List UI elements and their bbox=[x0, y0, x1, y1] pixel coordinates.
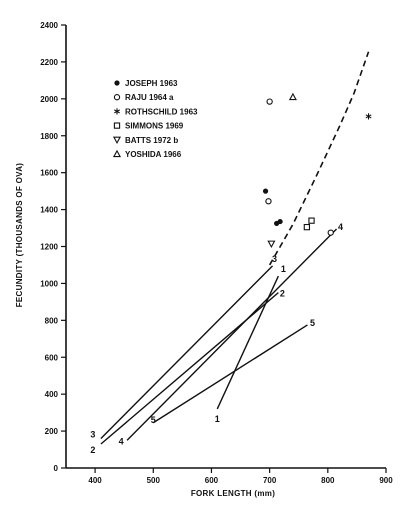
legend-entry-2: ROTHSCHILD 1963 bbox=[125, 107, 198, 116]
y-tick-label: 200 bbox=[45, 427, 59, 436]
line-label-2-start: 2 bbox=[90, 445, 95, 455]
point-2-0 bbox=[365, 113, 372, 120]
y-tick-label: 800 bbox=[45, 316, 59, 325]
point-3-1 bbox=[303, 223, 311, 231]
dashed-curve bbox=[268, 51, 370, 266]
line-label-5-start: 5 bbox=[151, 415, 156, 425]
y-tick-label: 2400 bbox=[40, 21, 58, 30]
legend-entry-0: JOSEPH 1963 bbox=[125, 79, 178, 88]
point-5-0-shape bbox=[288, 92, 297, 101]
regression-line-4 bbox=[126, 228, 338, 441]
legend: JOSEPH 1963 RAJU 1964 a ROTHSCHILD 1963 SIM… bbox=[112, 79, 198, 159]
y-tick-label: 1400 bbox=[40, 206, 58, 215]
legend-marker-1 bbox=[113, 94, 121, 101]
legend-marker-2-stroke bbox=[114, 109, 120, 114]
point-3-0 bbox=[308, 217, 315, 224]
legend-marker-3 bbox=[113, 122, 121, 129]
y-tick-label: 400 bbox=[45, 390, 59, 399]
legend-marker-5-shape bbox=[112, 149, 122, 158]
line-label-4-end: 4 bbox=[338, 222, 343, 232]
regression-line-5 bbox=[152, 324, 308, 424]
regression-line-3 bbox=[100, 265, 274, 439]
y-tick-label: 1800 bbox=[40, 132, 58, 141]
legend-marker-0 bbox=[114, 80, 120, 86]
point-1-0 bbox=[266, 98, 273, 105]
point-3-1-shape bbox=[303, 223, 311, 231]
y-tick-label: 1200 bbox=[40, 243, 58, 252]
line-label-5-end: 5 bbox=[310, 318, 315, 328]
y-tick-label: 1000 bbox=[40, 279, 58, 288]
point-0-0 bbox=[262, 188, 269, 194]
data-marks: 1 1 2 2 3 3 4 4 5 5 bbox=[90, 51, 372, 455]
x-tick-label: 800 bbox=[321, 476, 335, 485]
y-tick-label: 0 bbox=[54, 464, 59, 473]
legend-entry-4: BATTS 1972 b bbox=[125, 136, 178, 145]
legend-marker-4-shape bbox=[112, 136, 122, 145]
legend-marker-0-shape bbox=[114, 80, 120, 86]
axis-ticks: 0200400600800100012001400160018002000220… bbox=[40, 21, 393, 485]
y-tick-label: 2200 bbox=[40, 58, 58, 67]
point-0-2-shape bbox=[274, 220, 280, 227]
point-4-0 bbox=[267, 240, 276, 248]
legend-entry-3: SIMMONS 1969 bbox=[125, 122, 184, 131]
x-tick-label: 500 bbox=[147, 476, 161, 485]
y-tick-label: 1600 bbox=[40, 169, 58, 178]
point-1-1 bbox=[265, 198, 272, 205]
x-axis-label: FORK LENGTH (mm) bbox=[191, 489, 275, 498]
x-tick-label: 700 bbox=[263, 476, 277, 485]
x-tick-label: 600 bbox=[205, 476, 219, 485]
line-label-3-start: 3 bbox=[90, 429, 95, 439]
y-tick-label: 2000 bbox=[40, 95, 58, 104]
legend-marker-4 bbox=[112, 136, 122, 145]
legend-marker-5 bbox=[112, 149, 122, 158]
point-1-2-shape bbox=[327, 229, 334, 236]
point-4-0-shape bbox=[267, 240, 276, 248]
point-0-0-shape bbox=[262, 188, 269, 194]
point-3-0-shape bbox=[308, 217, 315, 224]
line-label-1-start: 1 bbox=[215, 414, 220, 424]
line-label-3-end: 3 bbox=[272, 254, 277, 264]
plot-area bbox=[65, 25, 386, 469]
point-1-1-shape bbox=[265, 198, 272, 205]
point-5-0 bbox=[288, 92, 297, 101]
line-label-2-end: 2 bbox=[280, 289, 285, 299]
y-tick-label: 600 bbox=[45, 353, 59, 362]
point-2-0-stroke bbox=[365, 114, 372, 119]
line-label-1-end: 1 bbox=[281, 264, 286, 274]
legend-marker-1-shape bbox=[113, 94, 121, 101]
x-tick-label: 400 bbox=[88, 476, 102, 485]
point-1-0-shape bbox=[266, 98, 273, 105]
legend-marker-2 bbox=[114, 108, 120, 115]
legend-entry-1: RAJU 1964 a bbox=[125, 93, 174, 102]
x-tick-label: 900 bbox=[379, 476, 393, 485]
point-0-2 bbox=[274, 220, 280, 227]
y-axis-label: FECUNDITY (THOUSANDS OF OVA) bbox=[15, 163, 24, 308]
legend-marker-3-shape bbox=[113, 122, 121, 129]
point-1-2 bbox=[327, 229, 334, 236]
line-label-4-start: 4 bbox=[119, 436, 124, 446]
legend-entry-5: YOSHIDA 1966 bbox=[125, 150, 182, 159]
